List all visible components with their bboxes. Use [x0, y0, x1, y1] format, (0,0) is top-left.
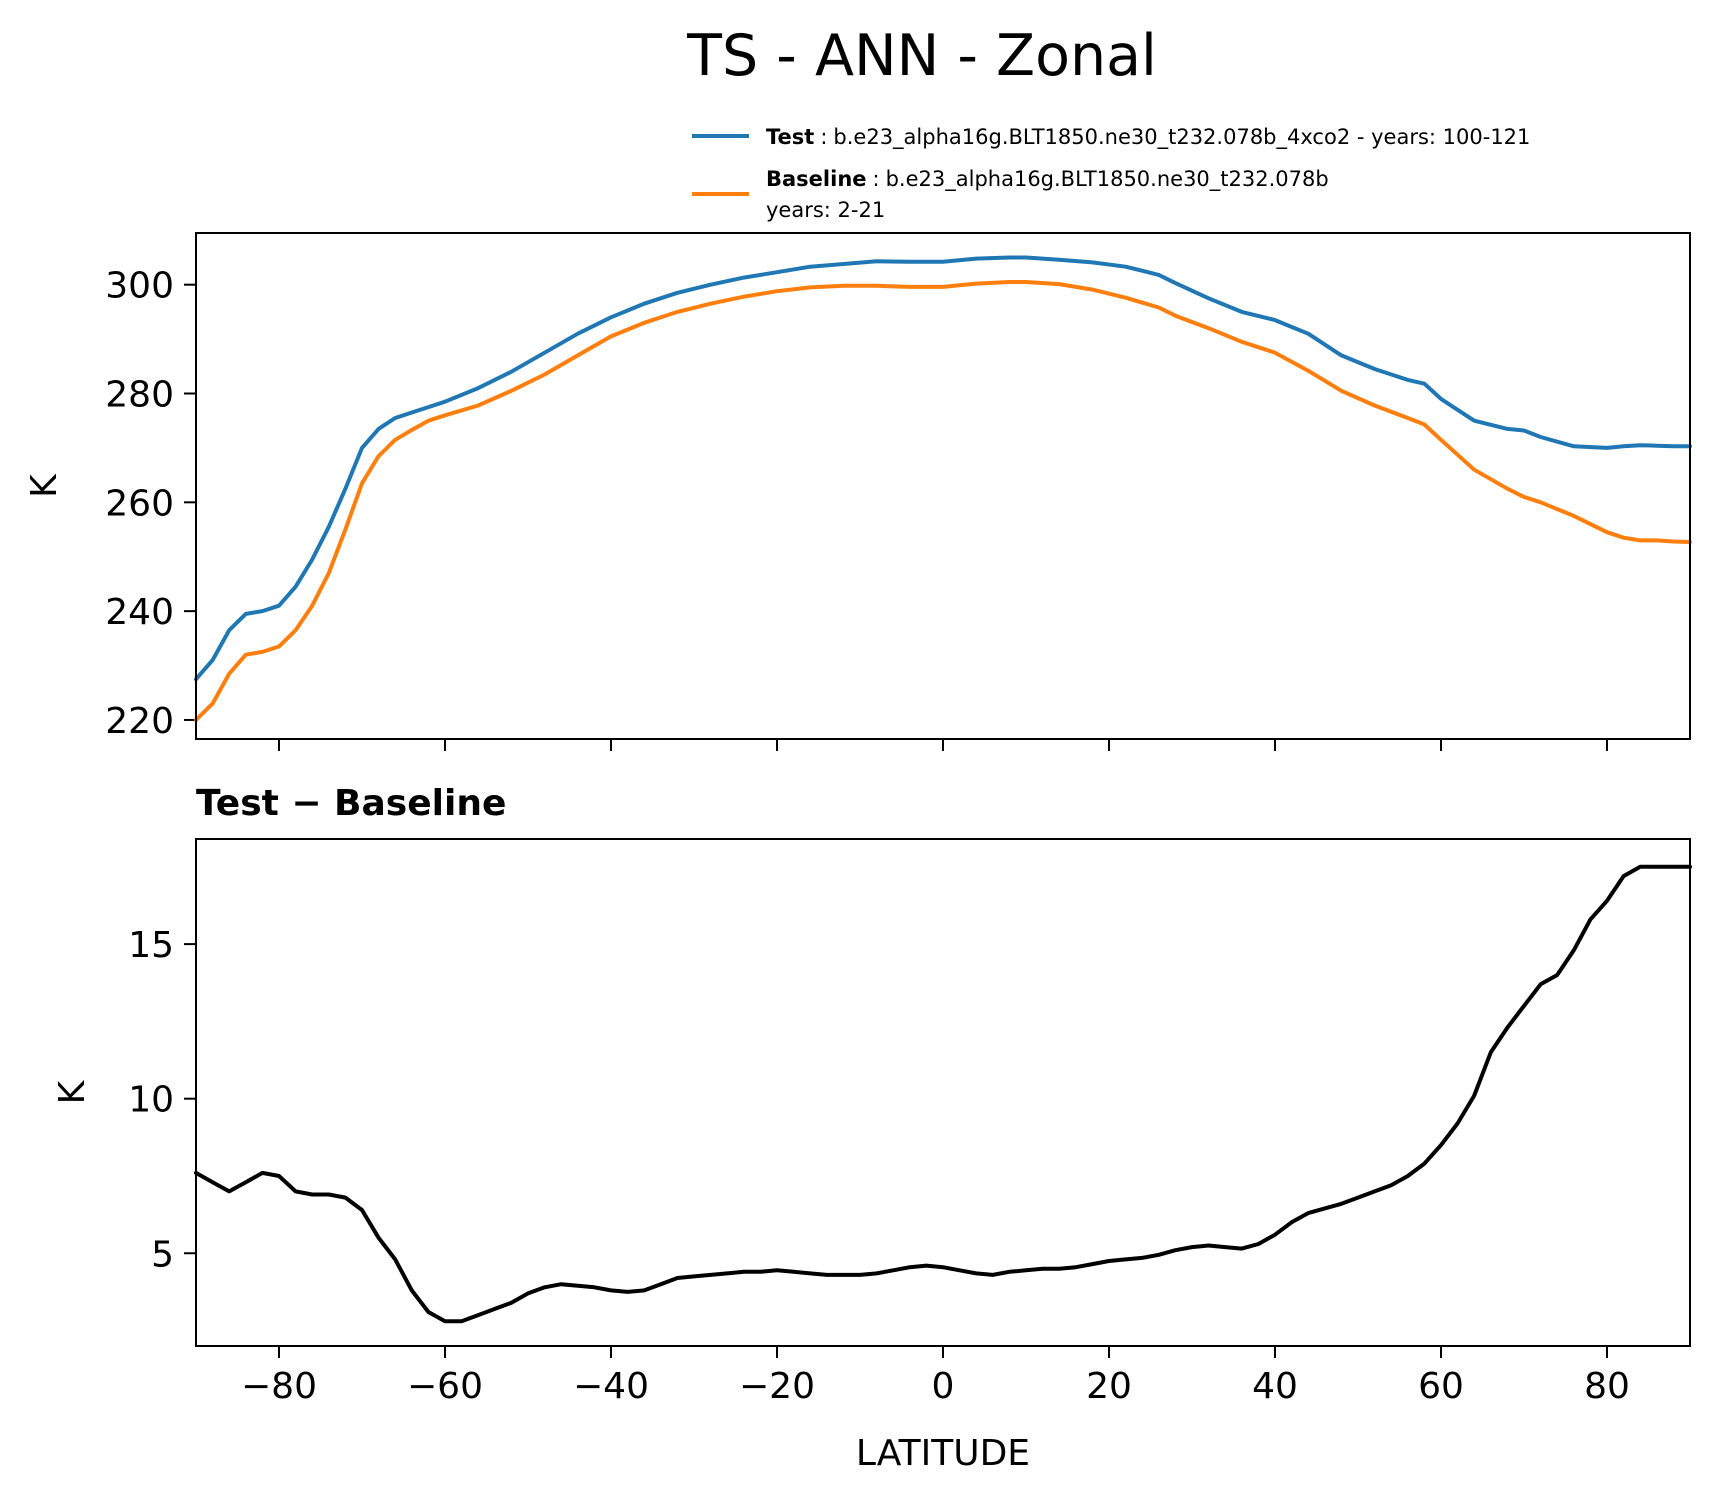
top-series	[194, 255, 1692, 722]
bottom-x-ticks: −80 −60 −40 −20 0 20 40 60 80	[241, 1346, 1630, 1407]
bottom-panel: Test − Baseline 5 10 15 −80 −60 −40 −20 0 20 40 6…	[52, 783, 1692, 1474]
bottom-series-line-test-baseline	[194, 864, 1692, 1324]
bottom-y-ticks: 5 10 15	[128, 925, 196, 1275]
bottom-ytick-label: 5	[151, 1234, 174, 1275]
legend-test-text: b.e23_alpha16g.BLT1850.ne30_t232.078b_4x…	[833, 125, 1530, 150]
x-axis-label: LATITUDE	[856, 1433, 1030, 1474]
bottom-ytick-label: 10	[128, 1080, 174, 1121]
top-y-axis-label: K	[24, 473, 65, 498]
bottom-xtick-label: −60	[407, 1366, 483, 1407]
legend-baseline-sep: :	[873, 167, 880, 191]
top-plot-frame	[195, 232, 1691, 740]
bottom-xtick-label: −20	[739, 1366, 815, 1407]
top-series-line-test	[194, 255, 1692, 682]
bottom-panel-title: Test − Baseline	[196, 783, 506, 824]
legend-baseline-label: Baseline: b.e23_alpha16g.BLT1850.ne30_t23…	[766, 167, 1329, 192]
top-panel: 220 240 260 280 300 K	[24, 232, 1692, 751]
top-y-ticks: 220 240 260 280 300	[105, 266, 196, 742]
top-ytick-label: 260	[105, 483, 174, 524]
bottom-xtick-label: −40	[573, 1366, 649, 1407]
figure-title: TS - ANN - Zonal	[686, 23, 1157, 89]
top-series-line-baseline	[194, 280, 1692, 722]
top-ytick-label: 240	[105, 592, 174, 633]
legend-baseline-years: years: 2-21	[766, 198, 885, 222]
legend-baseline-text: b.e23_alpha16g.BLT1850.ne30_t232.078b	[886, 167, 1329, 192]
bottom-xtick-label: 80	[1584, 1366, 1630, 1407]
top-ytick-label: 220	[105, 701, 174, 742]
legend-baseline-name: Baseline	[766, 167, 867, 191]
legend-test-sep: :	[820, 125, 827, 149]
bottom-xtick-label: 20	[1086, 1366, 1132, 1407]
bottom-series	[194, 864, 1692, 1324]
top-ytick-label: 300	[105, 266, 174, 307]
top-ytick-label: 280	[105, 375, 174, 416]
bottom-plot-frame	[195, 838, 1691, 1347]
top-x-ticks	[278, 739, 1608, 751]
bottom-xtick-label: 60	[1418, 1366, 1464, 1407]
bottom-xtick-label: −80	[241, 1366, 317, 1407]
bottom-xtick-label: 40	[1252, 1366, 1298, 1407]
legend-test-label: Test: b.e23_alpha16g.BLT1850.ne30_t232.07…	[766, 125, 1530, 150]
bottom-xtick-label: 0	[932, 1366, 955, 1407]
bottom-y-axis-label: K	[52, 1079, 93, 1104]
bottom-ytick-label: 15	[128, 925, 174, 966]
legend: Test: b.e23_alpha16g.BLT1850.ne30_t232.07…	[692, 125, 1530, 222]
legend-test-name: Test	[766, 125, 814, 149]
